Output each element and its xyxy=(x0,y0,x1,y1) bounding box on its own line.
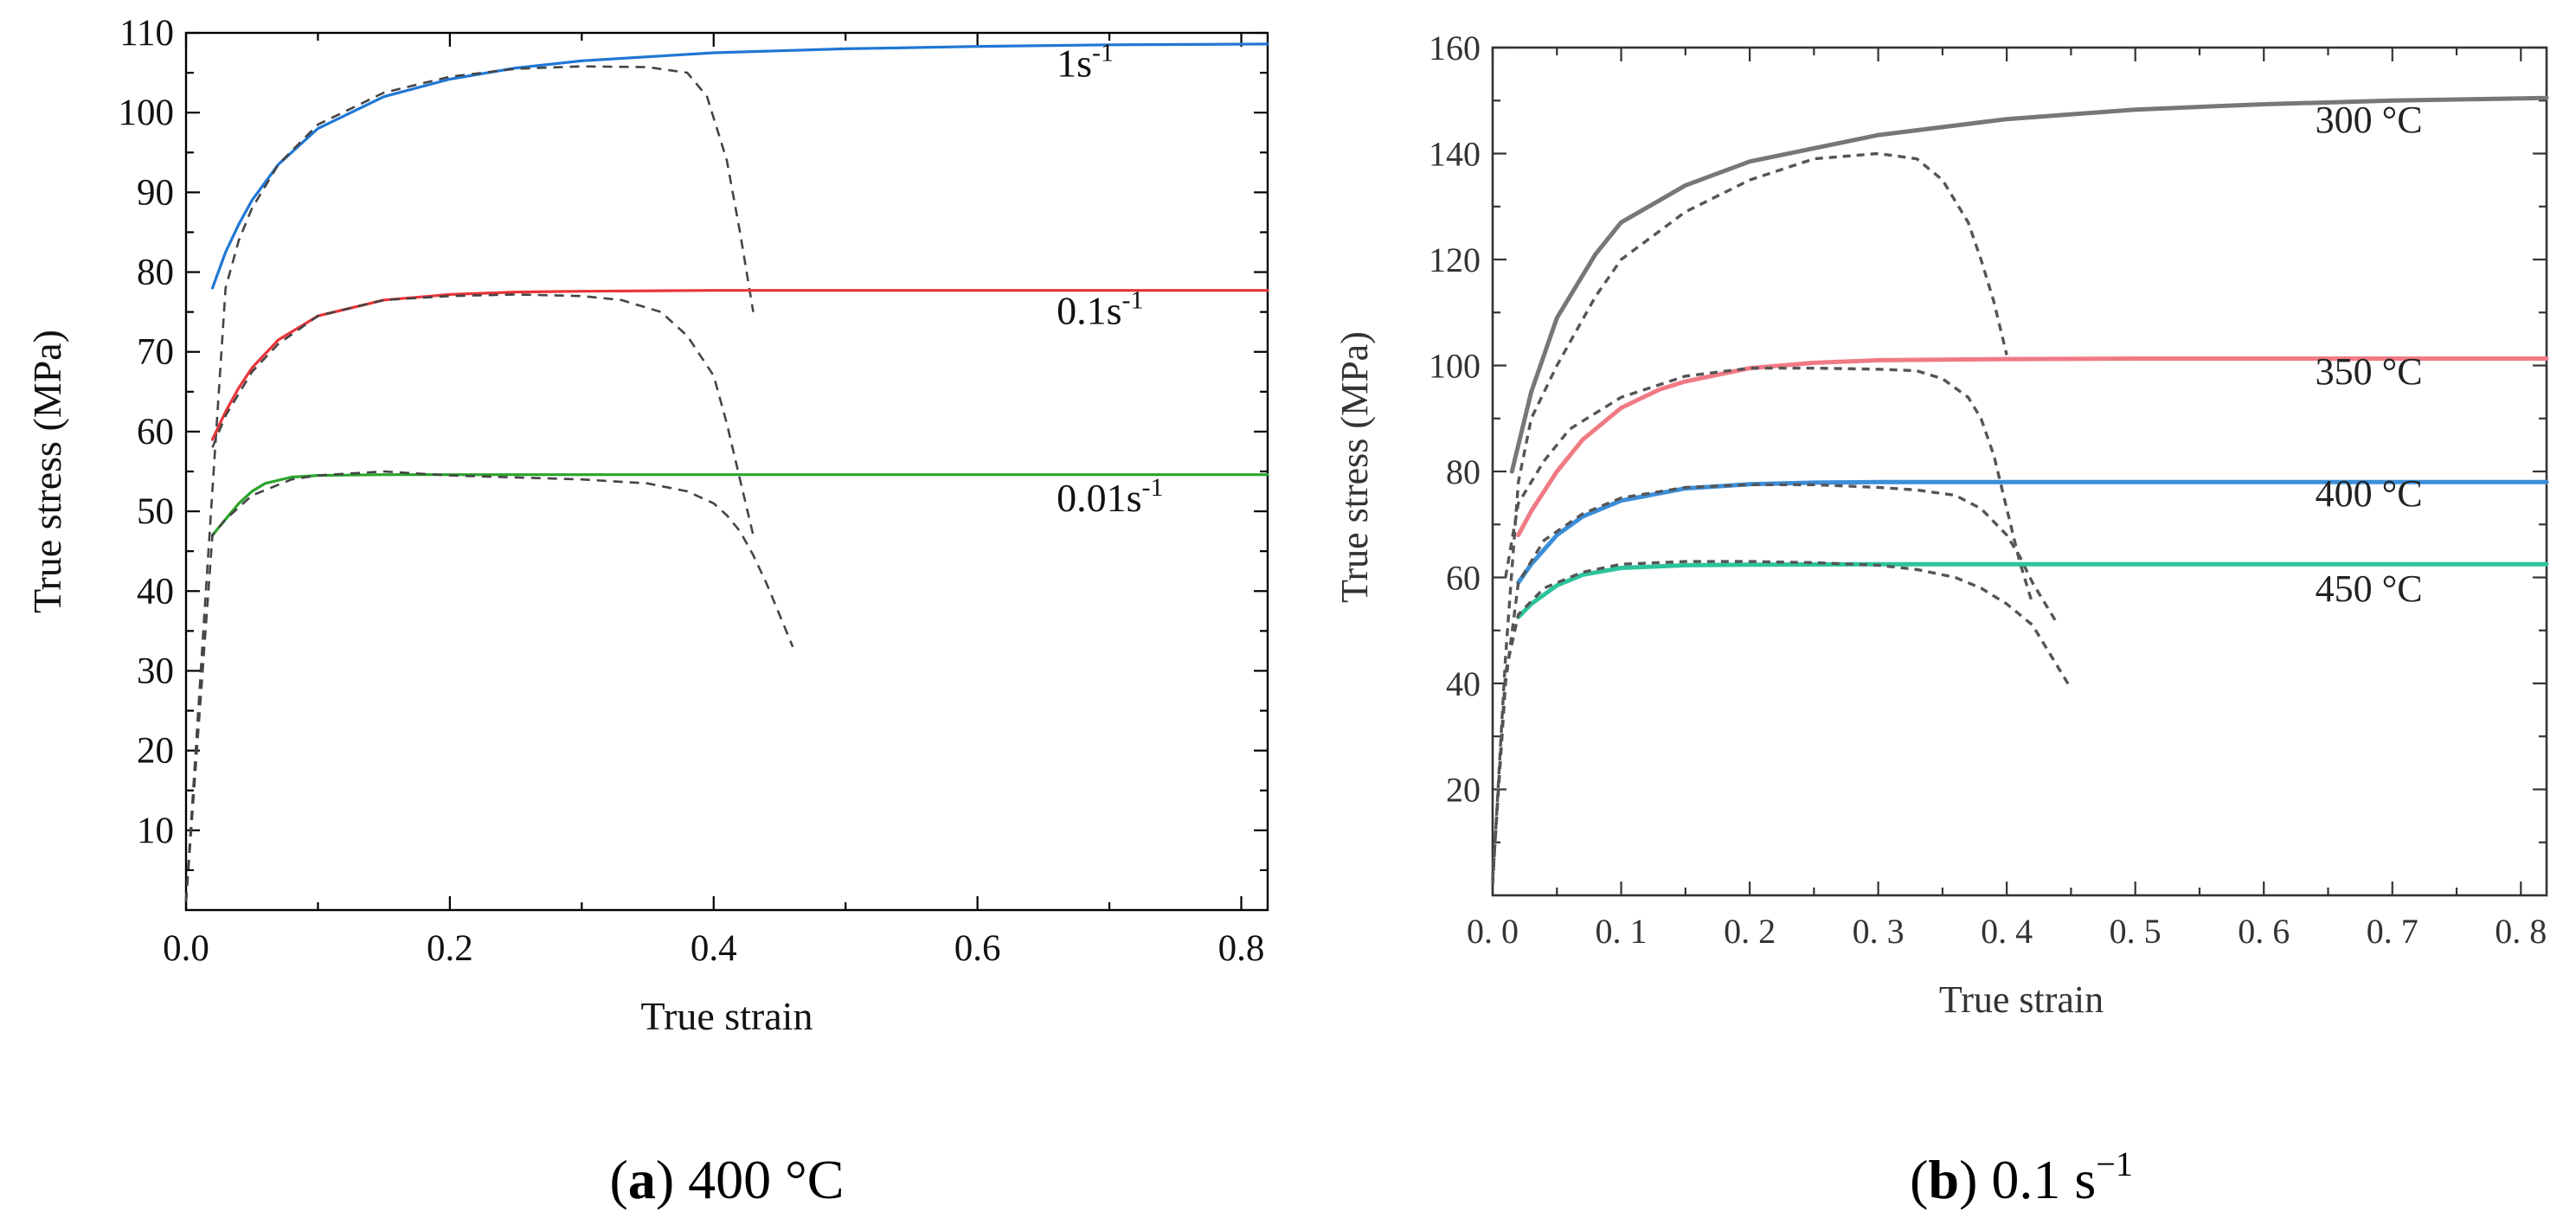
series-label-main: 0.1s xyxy=(1057,288,1121,332)
series-line-model xyxy=(210,473,1269,537)
series-label: 400 °C xyxy=(2316,472,2423,515)
series-line-model xyxy=(210,42,1269,290)
x-tick-label: 0.6 xyxy=(954,928,1001,969)
series-label-main: 1s xyxy=(1057,42,1092,86)
x-tick-label: 0. 0 xyxy=(1467,912,1519,951)
x-tick-label: 0.8 xyxy=(1218,928,1265,969)
panel-b-y-ticks: 20 40 60 80 100 120 140 160 xyxy=(1429,29,2547,843)
series-line-experimental xyxy=(1491,483,2060,880)
x-tick-label: 0.0 xyxy=(163,928,209,969)
y-tick-label: 30 xyxy=(137,651,174,691)
series-line-experimental xyxy=(184,470,794,902)
series-line-experimental xyxy=(184,65,755,902)
series-label: 350 °C xyxy=(2316,350,2423,393)
y-tick-label: 40 xyxy=(1446,664,1481,703)
panel-b-series-labels: 300 °C 350 °C 400 °C 450 °C xyxy=(2316,99,2423,610)
caption-a: (a) 400 °C xyxy=(610,1149,845,1210)
y-tick-label: 60 xyxy=(137,412,174,452)
panel-a-series xyxy=(184,42,1269,902)
y-tick-label: 140 xyxy=(1429,135,1481,174)
x-tick-label: 0.2 xyxy=(427,928,473,969)
caption-a-letter: a xyxy=(628,1149,656,1210)
series-label-superscript: -1 xyxy=(1092,39,1114,67)
series-label-main: 0.01s xyxy=(1057,476,1141,520)
series-line-experimental xyxy=(1491,151,2008,885)
y-tick-label: 100 xyxy=(119,93,175,133)
series-line-model xyxy=(1509,95,2549,474)
caption-a-text: 400 °C xyxy=(688,1149,844,1210)
x-tick-label: 0. 8 xyxy=(2495,912,2547,951)
panel-a-series-labels: 1s-10.1s-10.01s-1 xyxy=(1057,39,1163,520)
x-tick-label: 0.4 xyxy=(691,928,737,969)
panel-a-y-axis-label: True stress (MPa) xyxy=(25,330,69,613)
panel-b-series xyxy=(1491,95,2549,885)
caption-b: (b) 0.1 s−1 xyxy=(1910,1144,2133,1210)
y-tick-label: 90 xyxy=(137,172,174,213)
y-tick-label: 80 xyxy=(137,253,174,293)
y-tick-label: 50 xyxy=(137,491,174,532)
series-label: 0.1s-1 xyxy=(1057,285,1143,332)
y-tick-label: 110 xyxy=(119,13,174,54)
y-tick-label: 20 xyxy=(137,731,174,772)
panel-a-x-ticks: 0.0 0.2 0.4 0.6 0.8 xyxy=(163,33,1264,969)
x-tick-label: 0. 3 xyxy=(1853,912,1905,951)
y-tick-label: 120 xyxy=(1429,240,1481,279)
caption-b-text: 0.1 s xyxy=(1991,1149,2096,1210)
series-label: 1s-1 xyxy=(1057,39,1114,86)
series-label: 300 °C xyxy=(2316,99,2423,141)
y-tick-label: 80 xyxy=(1446,452,1481,491)
series-line-model xyxy=(1516,356,2549,537)
y-tick-label: 60 xyxy=(1446,559,1481,598)
x-tick-label: 0. 2 xyxy=(1724,912,1776,951)
series-line-experimental xyxy=(1491,560,2072,880)
x-tick-label: 0. 1 xyxy=(1596,912,1648,951)
panel-b-x-axis-label: True strain xyxy=(1939,978,2104,1021)
panel-b: 0. 0 0. 1 0. 2 0. 3 0. 4 0. 5 0. 6 0. 7 0. 8 20 4… xyxy=(1333,29,2549,1021)
panel-b-x-ticks: 0. 0 0. 1 0. 2 0. 3 0. 4 0. 5 0. 6 0. 7 0. 8 xyxy=(1467,48,2547,951)
panel-a-x-axis-label: True strain xyxy=(641,994,813,1038)
y-tick-label: 10 xyxy=(137,811,174,851)
series-label-superscript: -1 xyxy=(1122,285,1144,314)
x-tick-label: 0. 5 xyxy=(2110,912,2162,951)
x-tick-label: 0. 6 xyxy=(2238,912,2290,951)
y-tick-label: 100 xyxy=(1429,347,1481,386)
series-line-model xyxy=(1516,561,2549,619)
series-line-model xyxy=(210,289,1269,441)
y-tick-label: 20 xyxy=(1446,771,1481,810)
series-line-experimental xyxy=(1504,366,2034,605)
panel-b-y-axis-label: True stress (MPa) xyxy=(1333,331,1376,603)
x-tick-label: 0. 4 xyxy=(1981,912,2033,951)
series-label: 0.01s-1 xyxy=(1057,473,1163,520)
panel-a-y-ticks: 10 20 30 40 50 60 70 80 90 100 110 xyxy=(119,13,1268,872)
caption-b-letter: b xyxy=(1928,1149,1959,1210)
series-label: 450 °C xyxy=(2316,567,2423,610)
panel-a: 0.0 0.2 0.4 0.6 0.8 10 20 30 40 50 60 70 80 90 100 110… xyxy=(25,13,1269,1038)
y-tick-label: 70 xyxy=(137,332,174,373)
caption-b-superscript: −1 xyxy=(2096,1144,2133,1183)
y-tick-label: 40 xyxy=(137,571,174,612)
series-label-superscript: -1 xyxy=(1142,473,1164,502)
series-line-experimental xyxy=(211,293,755,536)
y-tick-label: 160 xyxy=(1429,29,1481,67)
x-tick-label: 0. 7 xyxy=(2367,912,2419,951)
